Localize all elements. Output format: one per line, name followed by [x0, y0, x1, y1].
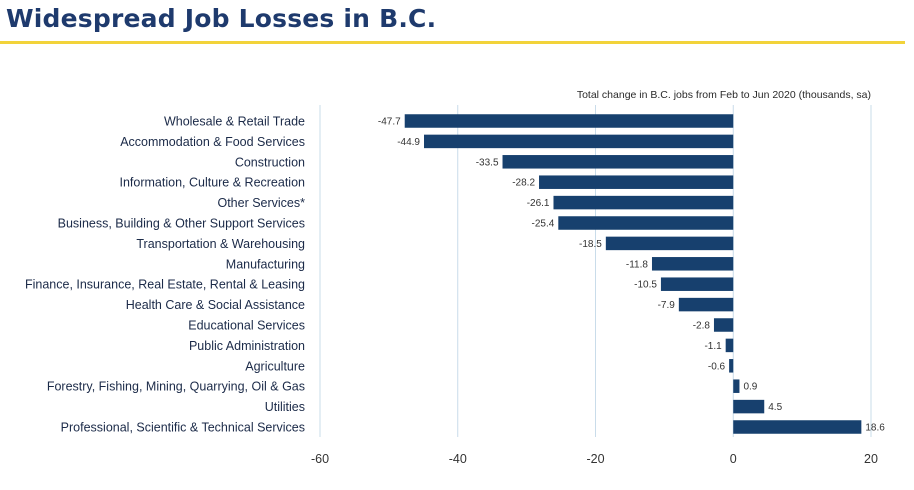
category-label: Utilities — [265, 400, 305, 414]
value-label: -44.9 — [397, 137, 420, 148]
category-label: Health Care & Social Assistance — [126, 298, 305, 312]
category-label: Manufacturing — [226, 257, 305, 271]
value-label: -11.8 — [626, 259, 648, 270]
bar — [651, 257, 734, 271]
chart-subtitle: Total change in B.C. jobs from Feb to Ju… — [576, 89, 871, 101]
value-label: 0.9 — [743, 382, 757, 393]
category-label: Business, Building & Other Support Servi… — [58, 217, 305, 231]
value-label: -25.4 — [532, 219, 555, 230]
bar — [424, 134, 734, 149]
category-label: Educational Services — [188, 319, 305, 333]
bar — [729, 359, 734, 373]
bar — [404, 114, 734, 128]
bar — [660, 277, 734, 291]
category-label: Construction — [235, 155, 305, 169]
category-labels: Wholesale & Retail Trade Accommodation & … — [25, 115, 305, 435]
value-label: 18.6 — [865, 423, 885, 434]
value-label: -1.1 — [704, 341, 722, 352]
bar — [678, 297, 734, 312]
x-tick-label: -20 — [586, 452, 604, 466]
category-label: Professional, Scientific & Technical Ser… — [61, 421, 305, 435]
category-label: Accommodation & Food Services — [120, 135, 305, 149]
x-axis-ticks: -60 -40 -20 0 20 — [311, 452, 878, 466]
category-label: Other Services* — [217, 196, 305, 210]
category-label: Information, Culture & Recreation — [119, 176, 305, 190]
x-tick-label: -40 — [449, 452, 467, 466]
bar — [605, 236, 734, 251]
x-tick-label: 0 — [730, 452, 737, 466]
bar — [733, 420, 862, 434]
bar — [539, 175, 734, 189]
value-label: -18.5 — [579, 239, 602, 250]
bar — [725, 338, 734, 353]
value-label: -10.5 — [634, 280, 657, 291]
category-label: Agriculture — [245, 359, 305, 373]
value-label: 4.5 — [768, 402, 782, 413]
bar — [553, 195, 734, 210]
bar — [713, 318, 734, 332]
value-label: -28.2 — [512, 178, 535, 189]
category-label: Wholesale & Retail Trade — [164, 115, 305, 129]
bar — [502, 155, 734, 169]
x-tick-label: 20 — [864, 452, 878, 466]
value-label: -47.7 — [378, 117, 401, 128]
category-label: Forestry, Fishing, Mining, Quarrying, Oi… — [47, 380, 305, 394]
category-label: Public Administration — [189, 339, 305, 353]
gridlines — [319, 105, 872, 437]
title-underline — [0, 41, 905, 44]
value-label: -33.5 — [476, 157, 499, 168]
category-label: Transportation & Warehousing — [136, 237, 305, 251]
value-label: -7.9 — [658, 300, 676, 311]
category-label: Finance, Insurance, Real Estate, Rental … — [25, 278, 305, 292]
bars — [404, 114, 862, 434]
page-title: Widespread Job Losses in B.C. — [6, 4, 437, 33]
bar — [733, 379, 740, 393]
value-label: -2.8 — [693, 321, 711, 332]
value-label: -26.1 — [527, 198, 550, 209]
value-labels: -47.7 -44.9 -33.5 -28.2 -26.1 -25.4 -18.5 -11.8… — [378, 117, 885, 434]
bar — [733, 399, 765, 414]
bar — [558, 216, 734, 230]
value-label: -0.6 — [708, 361, 726, 372]
x-tick-label: -60 — [311, 452, 329, 466]
